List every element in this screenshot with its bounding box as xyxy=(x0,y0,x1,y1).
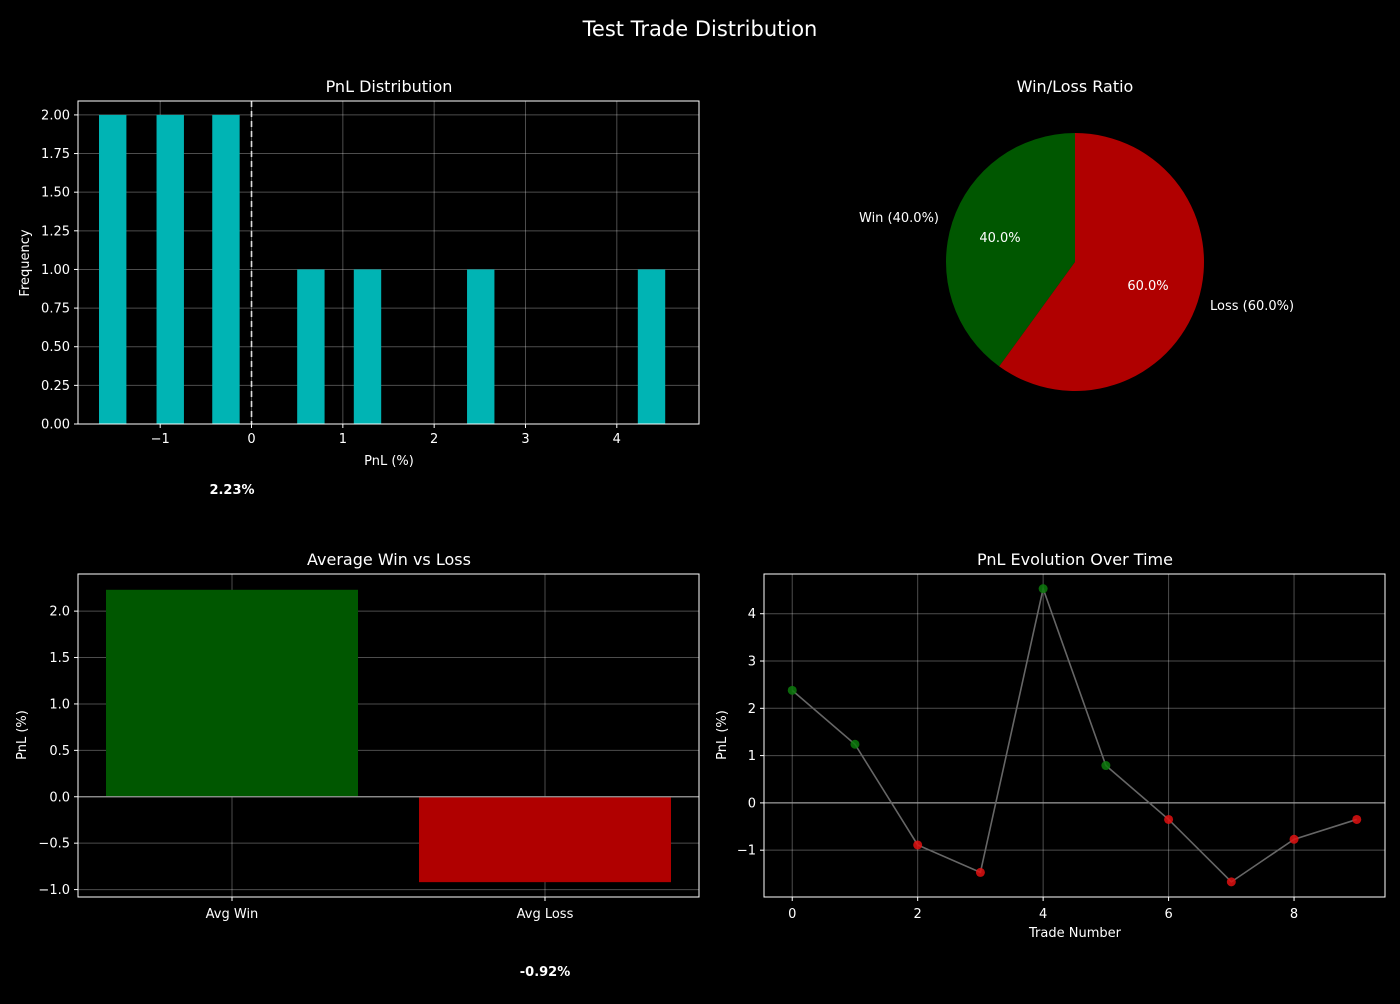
pnl-evolution-ylabel: PnL (%) xyxy=(715,710,730,760)
x-tick-label: Avg Loss xyxy=(517,907,574,922)
x-tick-label: 4 xyxy=(613,432,621,447)
pnl-point xyxy=(1226,877,1236,887)
pnl-distribution-xlabel: PnL (%) xyxy=(364,454,414,469)
pnl-point xyxy=(1289,834,1299,844)
pnl-distribution-ylabel: Frequency xyxy=(18,229,33,296)
y-tick-label: 1.75 xyxy=(41,147,70,162)
plot-frame xyxy=(77,573,700,898)
win-loss-pie-chart: Win/Loss Ratio Win (40.0%) 40.0% Loss (60.… xyxy=(859,77,1294,391)
histogram-bar xyxy=(212,114,240,424)
x-tick-label: 6 xyxy=(1164,907,1172,922)
x-tick-label: 0 xyxy=(788,907,796,922)
pnl-point xyxy=(1101,761,1111,771)
y-tick-label: 2 xyxy=(748,702,756,717)
x-tick-label: 1 xyxy=(339,432,347,447)
pie-slice xyxy=(945,133,1075,367)
y-tick-label: 4 xyxy=(748,607,756,622)
y-tick-label: 1.5 xyxy=(49,651,70,666)
avg-win-loss-ylabel: PnL (%) xyxy=(15,710,30,760)
avg-win-loss-title: Average Win vs Loss xyxy=(307,550,471,569)
plot-frame xyxy=(77,100,700,425)
y-tick-label: 1.50 xyxy=(41,186,70,201)
pie-slice-label: Loss (60.0%) xyxy=(1210,299,1294,314)
pnl-evolution-xlabel: Trade Number xyxy=(1028,926,1122,941)
histogram-bar xyxy=(467,269,495,424)
histogram-bar xyxy=(156,114,184,424)
x-tick-label: 2 xyxy=(914,907,922,922)
pnl-point xyxy=(787,685,797,695)
pie-slice-label: Win (40.0%) xyxy=(859,211,939,226)
pnl-distribution-title: PnL Distribution xyxy=(326,77,453,96)
y-tick-label: −0.5 xyxy=(38,837,70,852)
pnl-point xyxy=(913,840,923,850)
pnl-distribution-annotation: 2.23% xyxy=(209,483,254,498)
y-tick-label: −1.0 xyxy=(38,883,70,898)
avg-win-loss-chart: Average Win vs Loss PnL (%) -0.92% −1.0 −… xyxy=(15,550,700,980)
y-tick-label: 0.5 xyxy=(49,744,70,759)
x-tick-label: 8 xyxy=(1290,907,1298,922)
y-tick-label: 0 xyxy=(748,796,756,811)
y-tick-label: −1 xyxy=(737,844,756,859)
histogram-bar xyxy=(637,269,666,424)
y-tick-label: 0.00 xyxy=(41,418,70,433)
x-tick-label: 0 xyxy=(247,432,255,447)
y-tick-label: 1.25 xyxy=(41,224,70,239)
pnl-point xyxy=(1164,814,1174,824)
pnl-evolution-chart: PnL Evolution Over Time Trade Number PnL… xyxy=(715,550,1386,941)
histogram-bar xyxy=(99,114,127,424)
plot-frame xyxy=(763,573,1386,898)
avg-bar xyxy=(106,589,358,797)
y-tick-label: 1 xyxy=(748,749,756,764)
pnl-point xyxy=(1352,814,1362,824)
avg-bar xyxy=(419,796,671,883)
pie-slice xyxy=(999,133,1204,391)
histogram-bar xyxy=(297,269,325,424)
avg-win-loss-annotation: -0.92% xyxy=(520,965,571,980)
x-tick-label: −1 xyxy=(151,432,170,447)
y-tick-label: 0.25 xyxy=(41,379,70,394)
pnl-point xyxy=(975,867,985,877)
y-tick-label: 0.0 xyxy=(49,790,70,805)
y-tick-label: 2.0 xyxy=(49,605,70,620)
x-tick-label: Avg Win xyxy=(206,907,259,922)
pie-pct-label: 60.0% xyxy=(1127,279,1168,294)
pnl-point xyxy=(1038,584,1048,594)
histogram-bar xyxy=(353,269,382,424)
pnl-distribution-chart: PnL Distribution PnL (%) Frequency 2.23%… xyxy=(18,77,700,498)
y-tick-label: 3 xyxy=(748,655,756,670)
pnl-point xyxy=(850,739,860,749)
win-loss-title: Win/Loss Ratio xyxy=(1017,77,1134,96)
y-tick-label: 2.00 xyxy=(41,108,70,123)
pnl-evolution-title: PnL Evolution Over Time xyxy=(977,550,1173,569)
x-tick-label: 4 xyxy=(1039,907,1047,922)
figure-title: Test Trade Distribution xyxy=(582,17,818,41)
x-tick-label: 2 xyxy=(430,432,438,447)
y-tick-label: 1.00 xyxy=(41,263,70,278)
x-tick-label: 3 xyxy=(521,432,529,447)
y-tick-label: 0.50 xyxy=(41,340,70,355)
pie-pct-label: 40.0% xyxy=(979,231,1020,246)
y-tick-label: 1.0 xyxy=(49,697,70,712)
y-tick-label: 0.75 xyxy=(41,302,70,317)
pnl-line xyxy=(791,585,1358,883)
